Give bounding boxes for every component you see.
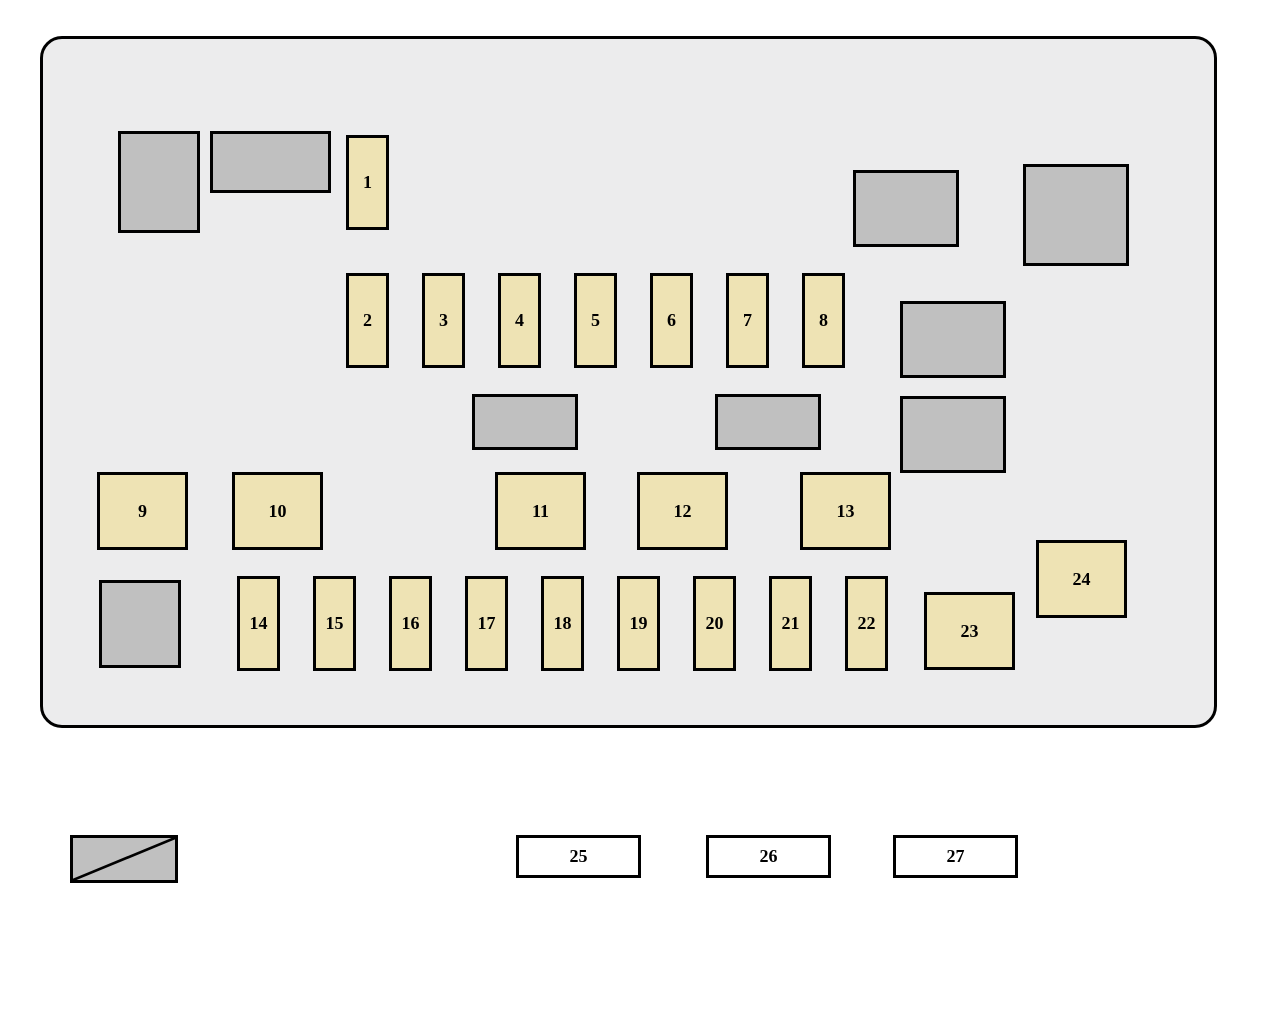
fuse-slot-23: 23 <box>924 592 1015 670</box>
legend-label: 26 <box>760 846 778 867</box>
fuse-label: 5 <box>591 310 600 331</box>
relay-slot <box>210 131 331 193</box>
legend-relay-symbol <box>70 835 178 883</box>
fuse-slot-8: 8 <box>802 273 845 368</box>
fuse-label: 11 <box>532 501 549 522</box>
fuse-label: 10 <box>269 501 287 522</box>
fuse-label: 22 <box>858 613 876 634</box>
fuse-label: 7 <box>743 310 752 331</box>
fuse-slot-24: 24 <box>1036 540 1127 618</box>
fuse-slot-1: 1 <box>346 135 389 230</box>
fuse-label: 4 <box>515 310 524 331</box>
fuse-label: 12 <box>674 501 692 522</box>
fuse-slot-19: 19 <box>617 576 660 671</box>
relay-slot <box>472 394 578 450</box>
fuse-label: 16 <box>402 613 420 634</box>
legend-item-26: 26 <box>706 835 831 878</box>
relay-slot <box>715 394 821 450</box>
relay-slot <box>1023 164 1129 266</box>
fuse-slot-18: 18 <box>541 576 584 671</box>
fuse-label: 19 <box>630 613 648 634</box>
relay-slot <box>853 170 959 247</box>
relay-slot <box>900 396 1006 473</box>
fuse-slot-15: 15 <box>313 576 356 671</box>
fuse-slot-20: 20 <box>693 576 736 671</box>
fuse-label: 6 <box>667 310 676 331</box>
diagram-stage: 1234567891011121314151617181920212223242… <box>0 0 1262 1029</box>
fuse-slot-4: 4 <box>498 273 541 368</box>
fuse-label: 8 <box>819 310 828 331</box>
fuse-slot-21: 21 <box>769 576 812 671</box>
fuse-label: 3 <box>439 310 448 331</box>
fuse-slot-22: 22 <box>845 576 888 671</box>
fuse-label: 9 <box>138 501 147 522</box>
fuse-label: 18 <box>554 613 572 634</box>
fuse-slot-17: 17 <box>465 576 508 671</box>
fuse-slot-7: 7 <box>726 273 769 368</box>
legend-label: 27 <box>947 846 965 867</box>
fuse-slot-10: 10 <box>232 472 323 550</box>
fuse-label: 15 <box>326 613 344 634</box>
fuse-slot-14: 14 <box>237 576 280 671</box>
fuse-slot-16: 16 <box>389 576 432 671</box>
fuse-label: 1 <box>363 172 372 193</box>
fuse-slot-6: 6 <box>650 273 693 368</box>
fuse-label: 14 <box>250 613 268 634</box>
legend-label: 25 <box>570 846 588 867</box>
fuse-label: 13 <box>837 501 855 522</box>
fuse-label: 20 <box>706 613 724 634</box>
fuse-slot-9: 9 <box>97 472 188 550</box>
fuse-slot-3: 3 <box>422 273 465 368</box>
relay-slot <box>99 580 181 668</box>
legend-item-25: 25 <box>516 835 641 878</box>
fuse-label: 17 <box>478 613 496 634</box>
fuse-label: 21 <box>782 613 800 634</box>
fuse-slot-5: 5 <box>574 273 617 368</box>
fuse-label: 24 <box>1073 569 1091 590</box>
fuse-slot-11: 11 <box>495 472 586 550</box>
fuse-slot-2: 2 <box>346 273 389 368</box>
relay-slot <box>118 131 200 233</box>
fuse-slot-12: 12 <box>637 472 728 550</box>
fuse-label: 23 <box>961 621 979 642</box>
fuse-slot-13: 13 <box>800 472 891 550</box>
fuse-label: 2 <box>363 310 372 331</box>
legend-item-27: 27 <box>893 835 1018 878</box>
relay-slot <box>900 301 1006 378</box>
